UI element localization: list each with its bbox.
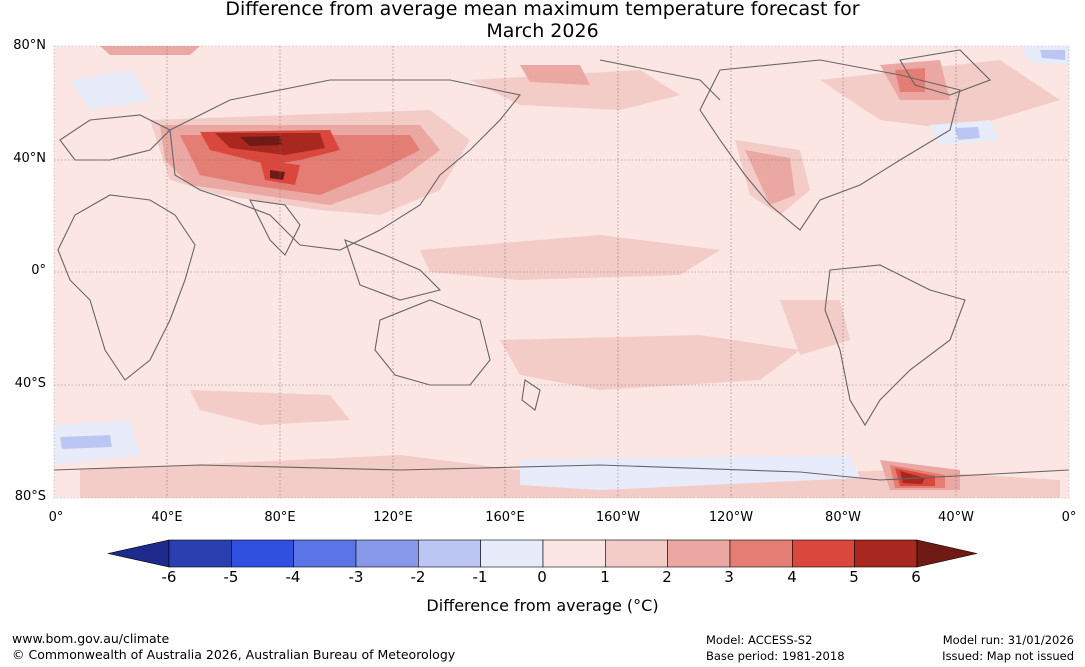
anomaly-band-arctic [100,46,200,55]
lon-label-160w: 160°W [595,510,641,525]
colorbar-tick: 3 [724,568,734,586]
anomaly-band-tibet-extreme [270,170,285,180]
colorbar-segment [792,539,855,568]
colorbar-tick: -1 [472,568,488,586]
colorbar-tick: 4 [787,568,797,586]
anomaly-band-south-pacific-cool [520,455,860,490]
colorbar-tick: -6 [161,568,177,586]
colorbar-segment [293,539,357,568]
coastline-africa [57,194,196,381]
lat-label-40n: 40°N [13,151,46,166]
lat-label-80n: 80°N [13,38,46,53]
colorbar-segment [667,539,731,568]
colorbar-segment [480,539,544,568]
lon-label-160e: 160°E [485,510,525,525]
coastline-new-zealand [521,379,541,411]
anomaly-shading [54,46,1069,498]
footer-copyright: © Commonwealth of Australia 2026, Austra… [12,647,456,662]
colorbar-segment [418,539,481,568]
anomaly-band-arctic-cool [70,70,150,110]
lon-label-40w: 40°W [938,510,974,525]
map-area: 80°N 40°N 0° 40°S 80°S 0° 40°E 80°E 120°… [13,38,1077,525]
lon-label-80e: 80°E [264,510,296,525]
colorbar-tick: -4 [285,568,301,586]
colorbar-segment [231,539,294,568]
anomaly-band-north-pacific-core [520,65,590,85]
lon-label-0-left: 0° [48,510,64,525]
coastline-se-asia [344,239,442,301]
lat-label-0: 0° [31,263,46,278]
lon-label-80w: 80°W [825,510,861,525]
footer-base-period: Base period: 1981-2018 [706,649,845,663]
lon-label-0-right: 0° [1061,510,1077,525]
coastline-eurasia [169,79,521,251]
coastline-greenland [899,49,991,96]
coastline-arctic [599,59,721,101]
colorbar-tick: -3 [348,568,364,586]
colorbar-tick: -2 [410,568,426,586]
footer-url: www.bom.gov.au/climate [12,631,170,646]
colorbar-tick: 1 [600,568,610,586]
anomaly-band-north-pacific [470,70,680,110]
colorbar-extend-low [107,539,170,568]
colorbar-segment [355,539,419,568]
colorbar-segment [605,539,668,568]
anomaly-band-north-sea-colder [1040,50,1065,60]
anomaly-band-mexico-core [745,150,795,205]
footer-model-run: Model run: 31/01/2026 [942,633,1074,647]
lat-label-40s: 40°S [14,376,46,391]
anomaly-band-south-pacific [500,335,800,390]
anomaly-band-atlantic-colder [955,127,980,140]
colorbar-tick: -5 [223,568,239,586]
map-title-line-2: March 2026 [486,20,599,42]
colorbar-segment [729,539,793,568]
colorbar [107,539,978,568]
map-frame [53,45,1070,499]
anomaly-band-indian-ocean [190,390,350,425]
colorbar-label: Difference from average (°C) [426,596,659,615]
coastline-australia [374,299,491,386]
colorbar-tick: 6 [911,568,921,586]
footer-model: Model: ACCESS-S2 [706,633,813,647]
colorbar-extend-high [916,539,978,568]
anomaly-map [53,45,1070,499]
coastlines [54,49,1069,481]
coastline-europe [59,114,171,161]
colorbar-tick: 5 [849,568,859,586]
colorbar-segment [168,539,232,568]
colorbar-tick: 2 [662,568,672,586]
graticule [54,46,1069,498]
footer-issued: Issued: Map not issued [942,649,1074,663]
colorbar-segment [542,539,606,568]
anomaly-band-southern-ocean-colder [60,435,112,449]
lon-label-40e: 40°E [151,510,183,525]
anomaly-band-east-pacific [780,300,850,355]
lon-label-120e: 120°E [373,510,413,525]
colorbar-tick: 0 [537,568,547,586]
coastline-antarctica [54,464,1069,481]
coastline-india [249,199,301,256]
anomaly-band-equatorial [420,235,720,280]
anomaly-band-asia-extreme [240,136,282,146]
lon-label-120w: 120°W [708,510,754,525]
anomaly-band-peninsula-very-hot [900,471,925,484]
lat-label-80s: 80°S [14,489,46,504]
map-title-line-1: Difference from average mean maximum tem… [225,0,860,20]
colorbar-segment [854,539,918,568]
